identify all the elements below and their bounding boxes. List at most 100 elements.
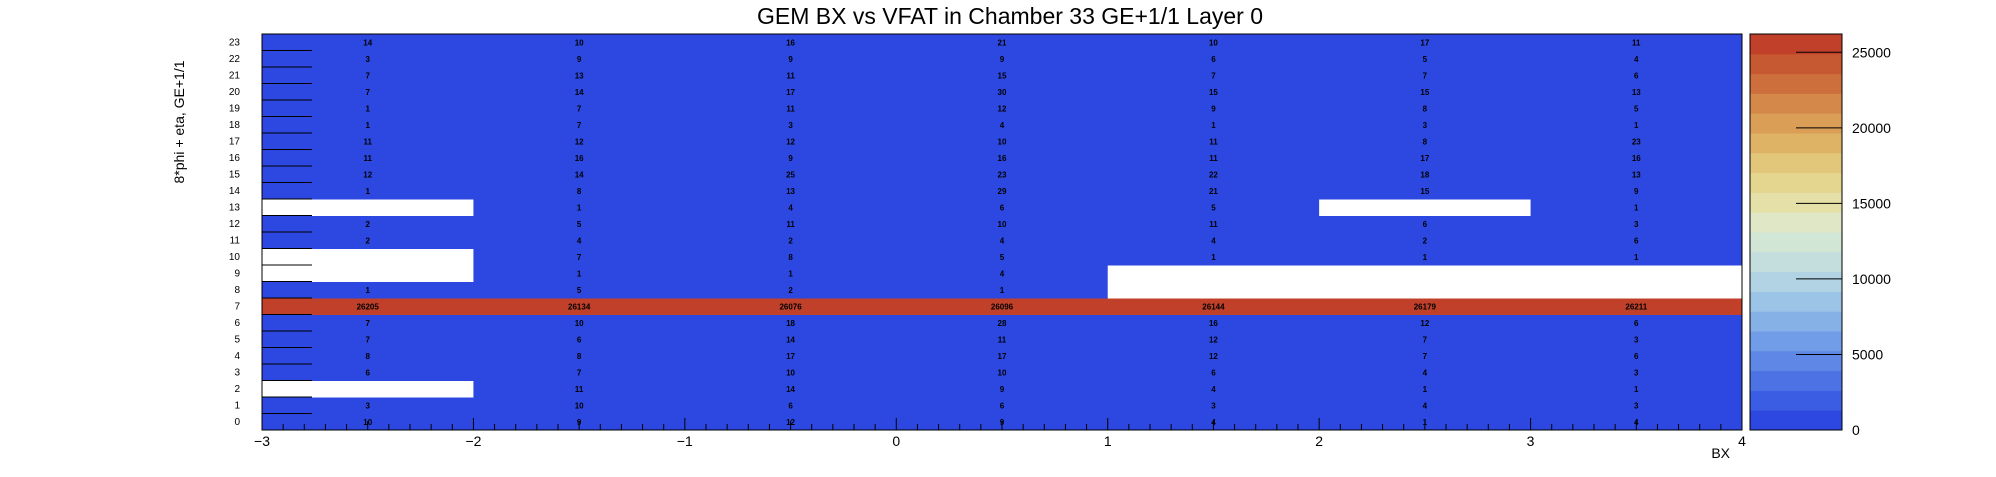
cell-value-label: 1	[1634, 385, 1639, 394]
cell-value-label: 16	[1209, 319, 1218, 328]
colorbar-band	[1750, 331, 1842, 352]
heatmap-cell	[473, 133, 686, 150]
cell-value-label: 15	[1420, 88, 1429, 97]
heatmap-cell	[473, 232, 686, 249]
cell-value-label: 6	[1000, 203, 1005, 212]
cell-value-label: 11	[786, 71, 795, 80]
cell-value-label: 6	[1634, 236, 1639, 245]
colorbar-band	[1750, 73, 1842, 94]
cell-value-label: 1	[577, 203, 582, 212]
cell-value-label: 15	[1420, 187, 1429, 196]
cell-value-label: 6	[1211, 368, 1216, 377]
cell-value-label: 1	[365, 187, 370, 196]
heatmap-cell	[1319, 215, 1532, 233]
heatmap-cell	[896, 116, 1109, 134]
cell-value-label: 3	[1634, 335, 1639, 344]
cell-value-label: 8	[788, 253, 793, 262]
cell-value-label: 26076	[779, 302, 802, 311]
heatmap-cell	[473, 149, 686, 167]
colorbar-band	[1750, 34, 1842, 55]
cell-value-label: 15	[998, 71, 1007, 80]
colorbar-band	[1750, 152, 1842, 174]
heatmap-cell	[684, 331, 897, 348]
heatmap-cell	[1107, 199, 1320, 216]
cell-value-label: 12	[998, 104, 1007, 113]
heatmap-cell	[473, 34, 686, 51]
heatmap-cell	[473, 248, 686, 266]
y-tick-label: 6	[234, 318, 240, 329]
heatmap-cell	[1530, 50, 1743, 68]
heatmap-cell	[1319, 364, 1532, 381]
heatmap-cells	[262, 34, 1743, 431]
cell-value-label: 2	[788, 236, 793, 245]
heatmap-cell	[473, 116, 686, 134]
y-tick-label: 2	[234, 384, 240, 395]
heatmap-cell	[684, 397, 897, 414]
heatmap-cell	[896, 67, 1109, 84]
y-tick-label: 11	[230, 235, 241, 246]
heatmap-cell	[896, 248, 1109, 266]
chart-title: GEM BX vs VFAT in Chamber 33 GE+1/1 Laye…	[757, 3, 1263, 29]
cell-value-label: 3	[365, 55, 370, 64]
x-tick-label: 2	[1315, 433, 1323, 449]
cell-value-label: 10	[575, 401, 584, 410]
heatmap-cell	[262, 298, 474, 315]
heatmap-cell	[896, 347, 1109, 365]
cell-value-label: 14	[786, 385, 795, 394]
heatmap-cell	[1107, 182, 1320, 200]
cell-value-label: 23	[998, 170, 1007, 179]
cell-value-label: 9	[1000, 385, 1005, 394]
heatmap-cell	[1530, 347, 1743, 365]
heatmap-cell	[1530, 265, 1743, 282]
cell-value-label: 13	[1632, 88, 1641, 97]
colorbar-band	[1750, 291, 1842, 312]
cell-value-label: 17	[1420, 154, 1429, 163]
cell-value-label: 1	[1423, 253, 1428, 262]
cell-value-label: 12	[786, 137, 795, 146]
cell-value-label: 11	[575, 385, 584, 394]
y-tick-label: 15	[229, 169, 241, 180]
y-tick-label: 1	[234, 400, 240, 411]
cell-value-label: 7	[365, 71, 370, 80]
heatmap-cell	[262, 34, 474, 51]
heatmap-cell	[684, 298, 897, 315]
heatmap-cell	[262, 67, 474, 84]
heatmap-cell	[1107, 265, 1320, 282]
heatmap-cell	[1107, 364, 1320, 381]
cell-value-label: 11	[1209, 154, 1218, 163]
heatmap-cell	[1530, 100, 1743, 117]
cell-value-label: 4	[1423, 368, 1428, 377]
heatmap-cell	[262, 314, 474, 332]
heatmap-cell	[1107, 215, 1320, 233]
heatmap-cell	[1107, 50, 1320, 68]
axes	[261, 33, 1743, 431]
x-tick-label: 1	[1104, 433, 1112, 449]
cell-value-label: 23	[1632, 137, 1641, 146]
cell-value-label: 21	[998, 38, 1007, 47]
cell-value-label: 5	[1634, 104, 1639, 113]
heatmap-cell	[896, 83, 1109, 101]
cell-value-label: 2	[365, 220, 370, 229]
colorbar-band	[1750, 113, 1842, 134]
cell-value-label: 1	[1211, 121, 1216, 130]
y-tick-label: 12	[229, 219, 241, 230]
heatmap-cell	[1319, 199, 1532, 216]
heatmap-cell	[1107, 83, 1320, 101]
cell-value-label: 15	[1209, 88, 1218, 97]
cell-value-label: 7	[1423, 352, 1428, 361]
heatmap-cell	[896, 232, 1109, 249]
cell-value-label: 6	[1000, 401, 1005, 410]
cell-value-label: 29	[998, 187, 1007, 196]
heatmap-cell	[1530, 281, 1743, 299]
heatmap-cell	[684, 149, 897, 167]
cell-value-label: 3	[788, 121, 793, 130]
heatmap-cell	[896, 331, 1109, 348]
cell-value-label: 1	[365, 286, 370, 295]
cell-value-label: 1	[365, 104, 370, 113]
cell-value-label: 11	[786, 104, 795, 113]
cell-value-label: 17	[786, 88, 795, 97]
heatmap-cell	[1107, 380, 1320, 398]
x-axis-label: BX	[1711, 445, 1730, 461]
cell-value-label: 1	[577, 269, 582, 278]
